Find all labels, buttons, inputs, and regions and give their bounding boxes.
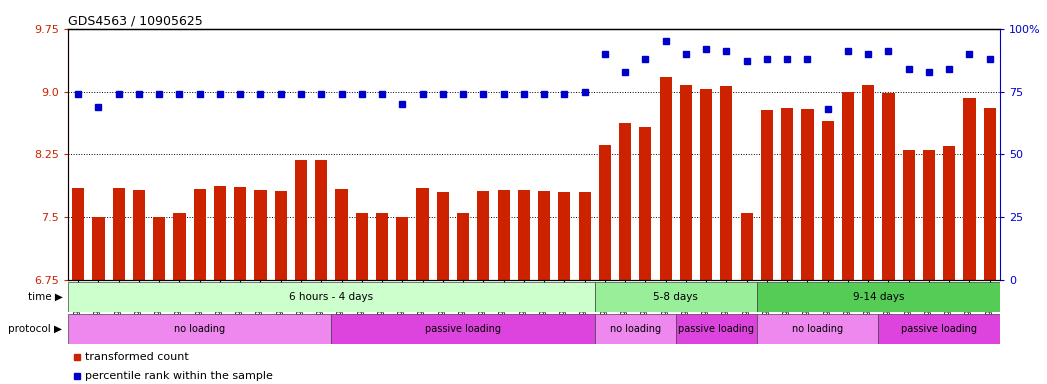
Bar [254, 190, 267, 280]
Bar [456, 213, 469, 280]
Bar [376, 213, 388, 280]
Bar [883, 93, 894, 280]
Bar [878, 314, 1000, 344]
Text: no loading: no loading [792, 324, 843, 334]
Bar [315, 161, 328, 280]
Text: passive loading: passive loading [901, 324, 977, 334]
Bar [274, 190, 287, 280]
Bar [92, 217, 105, 280]
Bar [757, 314, 878, 344]
Bar [801, 109, 814, 280]
Bar [599, 145, 611, 280]
Bar [680, 85, 692, 280]
Text: protocol ▶: protocol ▶ [8, 324, 63, 334]
Bar [518, 190, 530, 280]
Bar [595, 314, 675, 344]
Bar [903, 150, 915, 280]
Bar [862, 85, 874, 280]
Bar [757, 282, 1000, 312]
Bar [984, 108, 996, 280]
Bar [675, 314, 757, 344]
Text: 5-8 days: 5-8 days [653, 292, 698, 302]
Bar [417, 188, 428, 280]
Bar [174, 213, 185, 280]
Bar [781, 108, 794, 280]
Bar [113, 188, 125, 280]
Bar [72, 188, 84, 280]
Bar [822, 121, 833, 280]
Bar [922, 150, 935, 280]
Bar [68, 282, 595, 312]
Bar [963, 98, 976, 280]
Bar [595, 282, 757, 312]
Text: 9-14 days: 9-14 days [852, 292, 905, 302]
Bar [640, 127, 651, 280]
Bar [214, 185, 226, 280]
Bar [720, 86, 733, 280]
Text: GDS4563 / 10905625: GDS4563 / 10905625 [68, 15, 203, 28]
Bar [558, 192, 571, 280]
Text: passive loading: passive loading [425, 324, 502, 334]
Bar [660, 76, 672, 280]
Bar [335, 189, 348, 280]
Text: no loading: no loading [609, 324, 661, 334]
Bar [295, 159, 307, 280]
Bar [153, 217, 165, 280]
Text: no loading: no loading [174, 324, 225, 334]
Bar [740, 213, 753, 280]
Bar [842, 92, 854, 280]
Bar [538, 190, 550, 280]
Bar [579, 192, 591, 280]
Text: 6 hours - 4 days: 6 hours - 4 days [289, 292, 374, 302]
Bar [235, 187, 246, 280]
Text: percentile rank within the sample: percentile rank within the sample [85, 371, 272, 381]
Text: time ▶: time ▶ [27, 292, 63, 302]
Bar [700, 89, 712, 280]
Bar [68, 314, 332, 344]
Bar [194, 189, 206, 280]
Text: transformed count: transformed count [85, 352, 188, 362]
Bar [332, 314, 595, 344]
Bar [497, 190, 510, 280]
Bar [477, 190, 489, 280]
Bar [437, 192, 449, 280]
Bar [396, 217, 408, 280]
Bar [761, 110, 773, 280]
Bar [619, 124, 631, 280]
Bar [133, 190, 146, 280]
Text: passive loading: passive loading [678, 324, 754, 334]
Bar [943, 146, 955, 280]
Bar [356, 213, 367, 280]
